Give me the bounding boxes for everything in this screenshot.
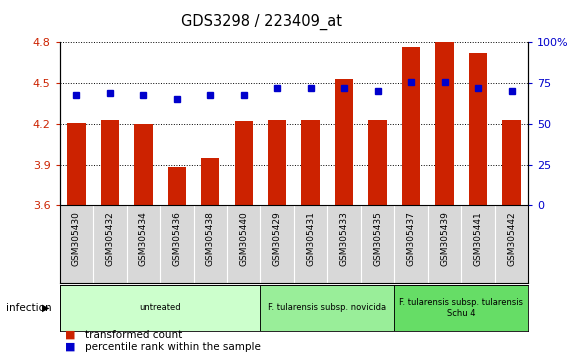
Bar [435, 42, 454, 205]
Bar [261, 285, 394, 331]
Text: ■: ■ [65, 342, 76, 352]
Bar [469, 53, 487, 205]
Text: ▶: ▶ [41, 303, 49, 313]
Bar [302, 120, 320, 205]
Text: F. tularensis subsp. tularensis
Schu 4: F. tularensis subsp. tularensis Schu 4 [399, 298, 523, 318]
Bar [168, 167, 186, 205]
Text: GSM305442: GSM305442 [507, 212, 516, 266]
Bar [134, 124, 153, 205]
Text: GSM305437: GSM305437 [407, 212, 416, 267]
Text: GSM305432: GSM305432 [105, 212, 114, 266]
Text: GSM305435: GSM305435 [373, 212, 382, 267]
Bar [67, 122, 86, 205]
Bar [101, 120, 119, 205]
Text: GSM305436: GSM305436 [172, 212, 181, 267]
Text: ■: ■ [65, 330, 76, 339]
Text: infection: infection [6, 303, 51, 313]
Text: percentile rank within the sample: percentile rank within the sample [85, 342, 261, 352]
Text: GSM305431: GSM305431 [306, 212, 315, 267]
Bar [268, 120, 286, 205]
Text: GSM305433: GSM305433 [340, 212, 349, 267]
Text: F. tularensis subsp. novicida: F. tularensis subsp. novicida [268, 303, 386, 313]
Text: untreated: untreated [139, 303, 181, 313]
Bar [60, 285, 261, 331]
Text: GSM305439: GSM305439 [440, 212, 449, 267]
Text: GSM305441: GSM305441 [474, 212, 483, 266]
Text: GSM305434: GSM305434 [139, 212, 148, 266]
Text: GSM305440: GSM305440 [239, 212, 248, 266]
Bar [402, 46, 420, 205]
Text: GSM305429: GSM305429 [273, 212, 282, 266]
Text: GSM305438: GSM305438 [206, 212, 215, 267]
Bar [235, 121, 253, 205]
Bar [201, 158, 219, 205]
Text: transformed count: transformed count [85, 330, 182, 339]
Text: GSM305430: GSM305430 [72, 212, 81, 267]
Bar [335, 79, 353, 205]
Text: GDS3298 / 223409_at: GDS3298 / 223409_at [181, 14, 341, 30]
Bar [369, 120, 387, 205]
Bar [502, 120, 521, 205]
Bar [394, 285, 528, 331]
